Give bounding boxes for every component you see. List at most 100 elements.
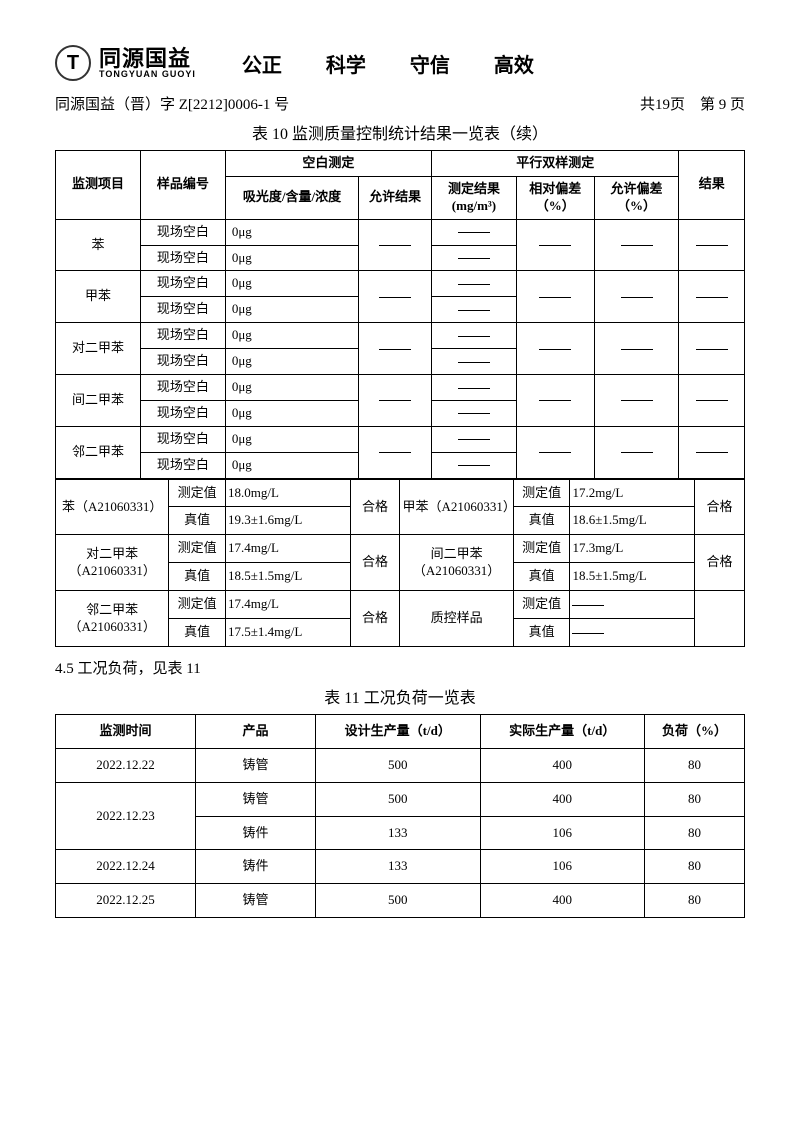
cell-val: 18.5±1.5mg/L xyxy=(225,563,350,591)
cell-pdev xyxy=(516,323,594,375)
cell-label: 真值 xyxy=(513,619,570,647)
th-pres: 测定结果 (mg/m³) xyxy=(432,176,517,219)
cell-sample: 现场空白 xyxy=(140,349,225,375)
cell-abs: 0μg xyxy=(225,375,358,401)
cell-load: 80 xyxy=(645,816,745,850)
table10: 监测项目 样品编号 空白测定 平行双样测定 结果 吸光度/含量/浓度 允许结果 … xyxy=(55,150,745,479)
cell-abs: 0μg xyxy=(225,452,358,478)
table-row: 2022.12.22 铸管 500 400 80 xyxy=(56,748,745,782)
cell-item: 对二甲苯 xyxy=(56,323,141,375)
cell-abs: 0μg xyxy=(225,245,358,271)
cell-prod: 铸管 xyxy=(196,884,316,918)
th-parallel-group: 平行双样测定 xyxy=(432,151,679,177)
cell-pres xyxy=(432,323,517,349)
cell-item: 甲苯 xyxy=(56,271,141,323)
company-name-cn: 同源国益 xyxy=(99,48,196,70)
th-date: 监测时间 xyxy=(56,714,196,748)
cell-name2: 间二甲苯（A21060331） xyxy=(400,535,513,591)
table-row: 2022.12.25 铸管 500 400 80 xyxy=(56,884,745,918)
cell-abs: 0μg xyxy=(225,271,358,297)
cell-load: 80 xyxy=(645,884,745,918)
cell-val: 18.5±1.5mg/L xyxy=(570,563,695,591)
th-allow: 允许结果 xyxy=(359,176,432,219)
cell-label: 真值 xyxy=(169,619,226,647)
cell-allow xyxy=(359,375,432,427)
cell-sample: 现场空白 xyxy=(140,452,225,478)
cell-prod: 铸件 xyxy=(196,816,316,850)
cell-pres xyxy=(432,349,517,375)
cell-sample: 现场空白 xyxy=(140,245,225,271)
table-header-row: 监测项目 样品编号 空白测定 平行双样测定 结果 xyxy=(56,151,745,177)
cell-sample: 现场空白 xyxy=(140,271,225,297)
logo-icon: T xyxy=(55,45,91,81)
cell-load: 80 xyxy=(645,850,745,884)
cell-design: 500 xyxy=(316,782,481,816)
cell-date: 2022.12.22 xyxy=(56,748,196,782)
cell-design: 133 xyxy=(316,850,481,884)
cell-prod: 铸管 xyxy=(196,748,316,782)
cell-pres xyxy=(432,219,517,245)
cell-pallow xyxy=(594,271,679,323)
cell-res: 合格 xyxy=(695,535,745,591)
cell-actual: 106 xyxy=(480,816,645,850)
table-row: 苯 现场空白 0μg xyxy=(56,219,745,245)
table-row: 邻二甲苯（A21060331） 测定值 17.4mg/L 合格 质控样品 测定值 xyxy=(56,591,745,619)
cell-pdev xyxy=(516,219,594,271)
table10-qc: 苯（A21060331） 测定值 18.0mg/L 合格 甲苯（A2106033… xyxy=(55,479,745,647)
cell-pres xyxy=(432,271,517,297)
cell-sample: 现场空白 xyxy=(140,426,225,452)
cell-actual: 400 xyxy=(480,748,645,782)
cell-actual: 400 xyxy=(480,884,645,918)
cell-val: 18.0mg/L xyxy=(225,479,350,507)
cell-name2: 质控样品 xyxy=(400,591,513,647)
logo-char: T xyxy=(67,52,79,75)
cell-pres xyxy=(432,245,517,271)
cell-result xyxy=(679,271,745,323)
cell-label: 真值 xyxy=(513,563,570,591)
cell-pres xyxy=(432,297,517,323)
cell-val: 17.4mg/L xyxy=(225,535,350,563)
cell-val: 17.5±1.4mg/L xyxy=(225,619,350,647)
table11-title: 表 11 工况负荷一览表 xyxy=(55,684,745,708)
cell-result xyxy=(679,426,745,478)
cell-label: 测定值 xyxy=(513,535,570,563)
cell-res: 合格 xyxy=(350,535,400,591)
cell-abs: 0μg xyxy=(225,323,358,349)
cell-result xyxy=(679,323,745,375)
cell-actual: 400 xyxy=(480,782,645,816)
cell-val: 17.4mg/L xyxy=(225,591,350,619)
table11: 监测时间 产品 设计生产量（t/d） 实际生产量（t/d） 负荷（%） 2022… xyxy=(55,714,745,918)
cell-abs: 0μg xyxy=(225,219,358,245)
table-row: 对二甲苯（A21060331） 测定值 17.4mg/L 合格 间二甲苯（A21… xyxy=(56,535,745,563)
cell-sample: 现场空白 xyxy=(140,400,225,426)
cell-name2: 甲苯（A21060331） xyxy=(400,479,513,535)
cell-allow xyxy=(359,271,432,323)
cell-label: 测定值 xyxy=(513,479,570,507)
cell-sample: 现场空白 xyxy=(140,219,225,245)
cell-item: 苯 xyxy=(56,219,141,271)
th-abs: 吸光度/含量/浓度 xyxy=(225,176,358,219)
cell-pallow xyxy=(594,323,679,375)
cell-pres xyxy=(432,375,517,401)
cell-pdev xyxy=(516,271,594,323)
cell-allow xyxy=(359,323,432,375)
cell-date: 2022.12.25 xyxy=(56,884,196,918)
table-row: 对二甲苯 现场空白 0μg xyxy=(56,323,745,349)
cell-item: 邻二甲苯 xyxy=(56,426,141,478)
cell-prod: 铸管 xyxy=(196,782,316,816)
cell-res: 合格 xyxy=(350,479,400,535)
cell-label: 真值 xyxy=(169,507,226,535)
doc-number: 同源国益（晋）字 Z[2212]0006-1 号 xyxy=(55,93,289,114)
cell-name: 苯（A21060331） xyxy=(56,479,169,535)
cell-val: 19.3±1.6mg/L xyxy=(225,507,350,535)
cell-pres xyxy=(432,400,517,426)
cell-val: 17.3mg/L xyxy=(570,535,695,563)
cell-abs: 0μg xyxy=(225,400,358,426)
company-name-block: 同源国益 TONGYUAN GUOYI xyxy=(99,48,196,79)
cell-pallow xyxy=(594,219,679,271)
th-item: 监测项目 xyxy=(56,151,141,220)
cell-name: 邻二甲苯（A21060331） xyxy=(56,591,169,647)
cell-label: 真值 xyxy=(169,563,226,591)
motto-word: 守信 xyxy=(410,49,450,78)
table-row: 邻二甲苯 现场空白 0μg xyxy=(56,426,745,452)
